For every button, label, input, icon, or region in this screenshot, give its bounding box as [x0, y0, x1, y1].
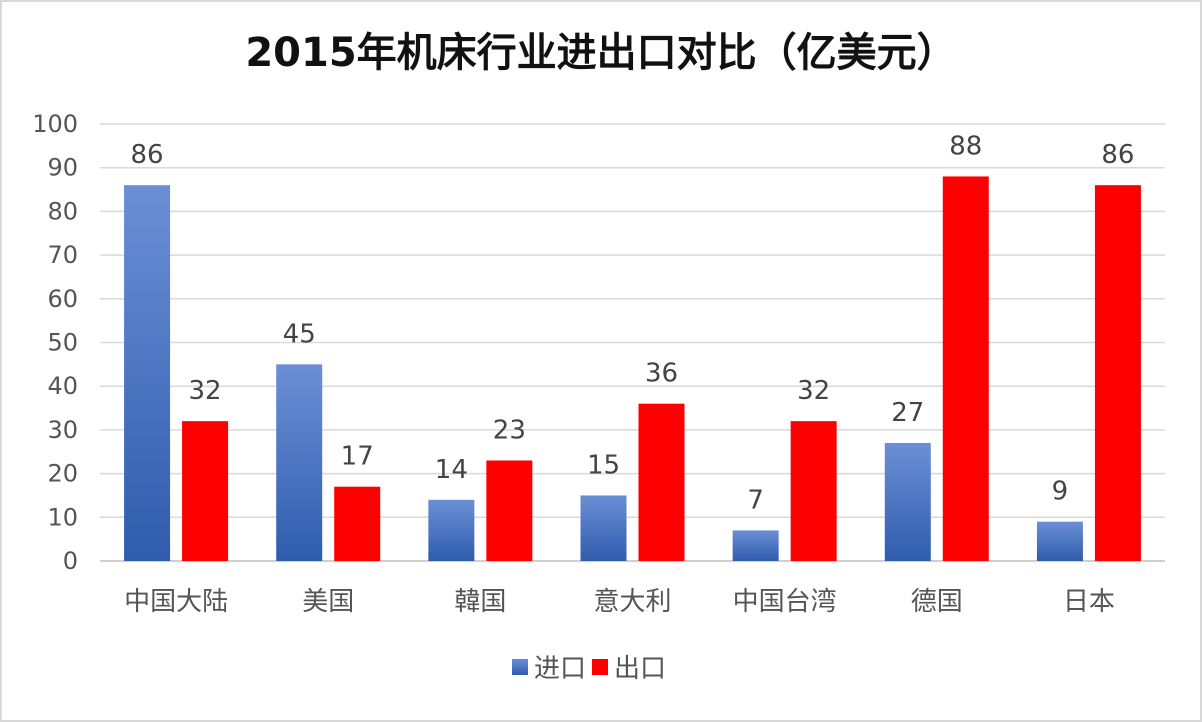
x-tick-label: 韓国 — [454, 587, 506, 617]
legend-swatch — [592, 659, 608, 675]
y-tick-label: 0 — [63, 547, 78, 575]
bar-export — [638, 403, 685, 561]
x-tick-label: 德国 — [911, 587, 963, 617]
data-label: 14 — [435, 455, 468, 485]
y-tick-label: 60 — [47, 285, 78, 313]
y-tick-label: 30 — [47, 416, 78, 444]
bar-export — [334, 486, 381, 561]
data-label: 36 — [645, 359, 678, 389]
x-tick-label: 意大利 — [593, 587, 671, 617]
x-tick-label: 中国大陆 — [124, 587, 228, 617]
data-label: 9 — [1052, 477, 1069, 507]
data-label: 7 — [747, 485, 764, 515]
y-axis-ticks: 0 10 20 30 40 50 60 70 80 90 100 — [32, 110, 78, 575]
bar-import — [732, 530, 779, 561]
data-label: 88 — [949, 131, 982, 161]
x-tick-label: 美国 — [302, 587, 354, 617]
legend-swatch — [512, 659, 528, 675]
x-tick-label: 中国台湾 — [733, 587, 837, 617]
bar-import — [884, 443, 931, 561]
bar-export — [942, 176, 989, 561]
bar-export — [486, 460, 533, 561]
y-tick-label: 50 — [47, 329, 78, 357]
data-label: 86 — [131, 140, 164, 170]
data-label: 32 — [797, 376, 830, 406]
y-tick-label: 90 — [47, 154, 78, 182]
bar-export — [1094, 185, 1141, 561]
data-label: 17 — [341, 442, 374, 472]
legend-label: 出口 — [614, 654, 666, 684]
x-tick-label: 日本 — [1063, 587, 1115, 617]
bar-import — [276, 364, 323, 561]
legend: 进口 出口 — [512, 654, 666, 684]
x-axis-ticks: 中国大陆 美国 韓国 意大利 中国台湾 德国 日本 — [124, 587, 1115, 617]
data-label: 15 — [587, 450, 620, 480]
y-tick-label: 10 — [47, 503, 78, 531]
bar-export — [182, 421, 229, 561]
bar-import — [124, 185, 171, 561]
bar-import — [580, 495, 627, 561]
y-tick-label: 80 — [47, 197, 78, 225]
legend-label: 进口 — [534, 654, 586, 684]
bar-import — [1036, 521, 1083, 561]
data-label: 27 — [891, 398, 924, 428]
chart-title: 2015年机床行业进出口对比（亿美元） — [245, 30, 956, 76]
y-tick-label: 70 — [47, 241, 78, 269]
data-label: 23 — [493, 415, 526, 445]
y-tick-label: 20 — [47, 460, 78, 488]
data-label: 45 — [283, 319, 316, 349]
y-tick-label: 100 — [32, 110, 78, 138]
bar-import — [428, 499, 475, 561]
bars — [124, 176, 1141, 561]
bar-export — [790, 421, 837, 561]
data-labels: 86 32 45 17 14 23 15 36 7 32 27 88 9 86 — [131, 131, 1135, 515]
y-tick-label: 40 — [47, 372, 78, 400]
data-label: 32 — [189, 376, 222, 406]
data-label: 86 — [1101, 140, 1134, 170]
